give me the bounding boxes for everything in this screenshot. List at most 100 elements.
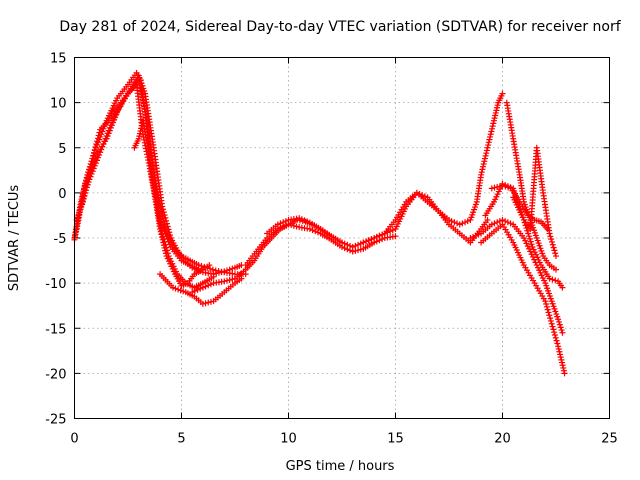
- data-point: [96, 129, 103, 136]
- data-point: [546, 312, 553, 319]
- data-point: [490, 120, 497, 127]
- data-point: [551, 332, 558, 339]
- data-point: [553, 337, 560, 344]
- data-point: [81, 193, 88, 200]
- data-point: [561, 370, 568, 377]
- data-point: [347, 242, 354, 249]
- data-point: [88, 158, 95, 165]
- data-point: [355, 241, 362, 248]
- data-point: [373, 233, 380, 240]
- data-point: [161, 244, 168, 251]
- data-point: [555, 343, 562, 350]
- data-point: [355, 247, 362, 254]
- data-point: [83, 184, 90, 191]
- data-point: [494, 219, 501, 226]
- data-point: [499, 182, 506, 189]
- series-track-16: [510, 144, 559, 260]
- data-point: [191, 288, 198, 295]
- data-point: [554, 340, 561, 347]
- data-point: [479, 166, 486, 173]
- data-point: [83, 181, 90, 188]
- data-point: [491, 184, 498, 191]
- series-track-6: [157, 271, 245, 307]
- data-point: [421, 193, 428, 200]
- data-point: [558, 359, 565, 366]
- data-point: [365, 237, 372, 244]
- data-point: [548, 236, 555, 243]
- data-point: [87, 164, 94, 171]
- data-point: [110, 119, 117, 126]
- data-point: [205, 299, 212, 306]
- data-point: [555, 318, 562, 325]
- data-point: [522, 237, 529, 244]
- data-point: [86, 169, 93, 176]
- data-point: [165, 226, 172, 233]
- series-track-5: [131, 117, 213, 289]
- x-tick-label: 10: [280, 432, 297, 447]
- data-point: [489, 123, 496, 130]
- data-point: [94, 138, 101, 145]
- data-point: [160, 239, 167, 246]
- data-point: [488, 185, 495, 192]
- data-point: [557, 351, 564, 358]
- data-point: [485, 142, 492, 149]
- data-point: [226, 266, 233, 273]
- data-point: [547, 233, 554, 240]
- data-point: [550, 244, 557, 251]
- series-track-13: [478, 221, 568, 377]
- data-point: [199, 300, 206, 307]
- data-point: [163, 220, 170, 227]
- data-point: [86, 166, 93, 173]
- data-point: [357, 240, 364, 247]
- data-point: [89, 155, 96, 162]
- data-point: [277, 220, 284, 227]
- data-point: [478, 171, 485, 178]
- data-point: [189, 289, 196, 296]
- x-tick-label: 20: [494, 432, 511, 447]
- data-point: [485, 139, 492, 146]
- series-track-12: [467, 216, 566, 336]
- y-tick-label: 10: [50, 97, 67, 112]
- data-point: [344, 241, 351, 248]
- data-point: [549, 323, 556, 330]
- data-point: [306, 225, 313, 232]
- data-point: [456, 221, 463, 228]
- data-point: [416, 191, 423, 198]
- series-track-2: [71, 72, 245, 278]
- data-point: [107, 124, 114, 131]
- data-point: [546, 275, 553, 282]
- data-point: [111, 116, 118, 123]
- data-point: [413, 189, 420, 196]
- data-point: [525, 230, 532, 237]
- data-point: [161, 212, 168, 219]
- data-point: [558, 356, 565, 363]
- data-marks: [71, 69, 568, 377]
- data-point: [160, 242, 167, 249]
- data-point: [341, 240, 348, 247]
- x-tick-labels: 0 5 10 15 20 25: [70, 432, 617, 447]
- data-point: [81, 190, 88, 197]
- data-point: [478, 169, 485, 176]
- data-point: [489, 125, 496, 132]
- data-point: [280, 219, 287, 226]
- data-point: [221, 268, 228, 275]
- data-point: [164, 223, 171, 230]
- data-point: [483, 150, 490, 157]
- data-point: [166, 229, 173, 236]
- data-point: [159, 236, 166, 243]
- data-point: [526, 245, 533, 252]
- data-point: [482, 152, 489, 159]
- data-point: [282, 218, 289, 225]
- data-point: [238, 275, 245, 282]
- data-point: [488, 221, 495, 228]
- data-point: [451, 219, 458, 226]
- data-point: [556, 348, 563, 355]
- data-point: [312, 228, 319, 235]
- series-track-1: [71, 69, 249, 278]
- data-point: [104, 133, 111, 140]
- data-point: [557, 324, 564, 331]
- data-point: [484, 144, 491, 151]
- data-point: [556, 321, 563, 328]
- series-track-11: [424, 90, 506, 228]
- data-point: [304, 218, 311, 225]
